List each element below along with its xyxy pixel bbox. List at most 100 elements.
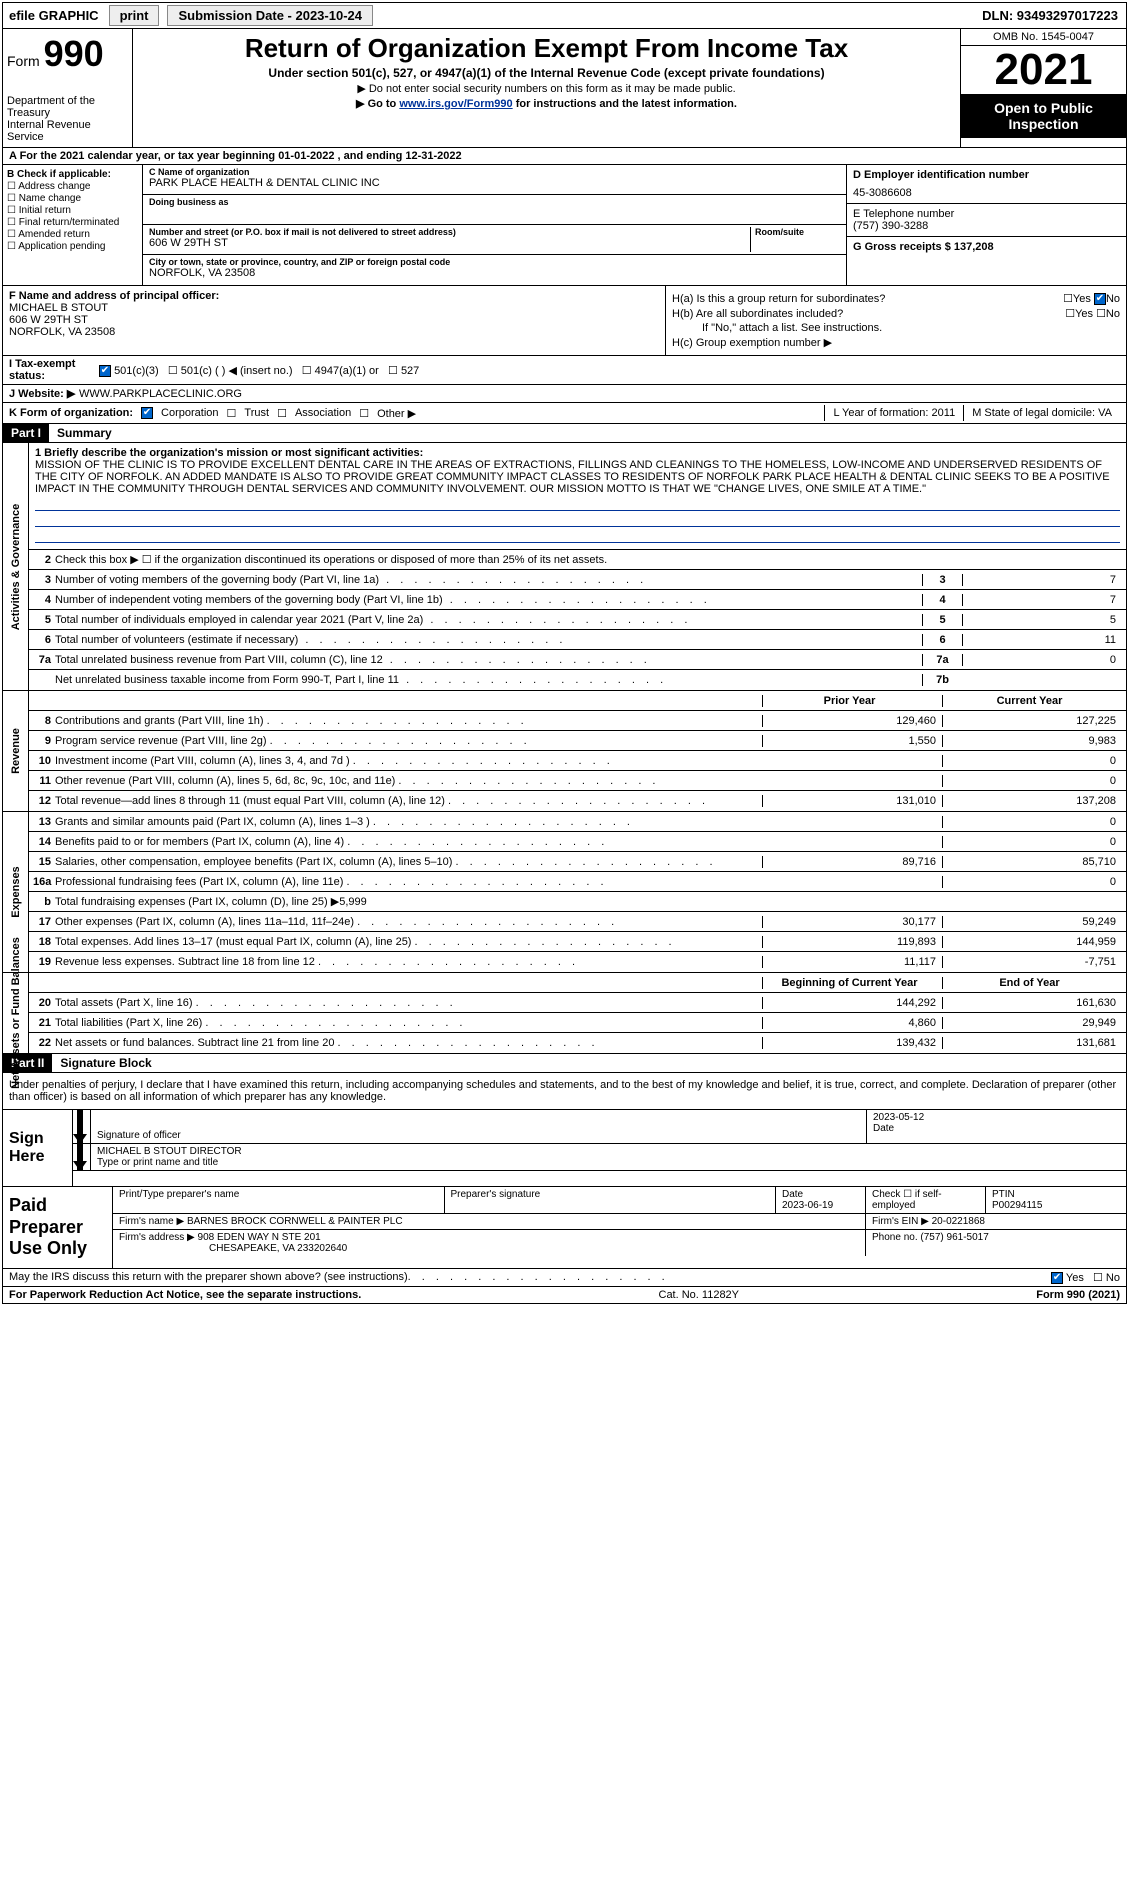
gov-line-7a: 7aTotal unrelated business revenue from … xyxy=(29,650,1126,670)
signature-block: Sign Here Signature of officer 2023-05-1… xyxy=(3,1110,1126,1186)
paid-preparer-block: Paid Preparer Use Only Print/Type prepar… xyxy=(3,1186,1126,1269)
chk-final-return[interactable]: ☐ Final return/terminated xyxy=(7,217,138,228)
form-990-page: efile GRAPHIC print Submission Date - 20… xyxy=(2,2,1127,1304)
gross-receipts: G Gross receipts $ 137,208 xyxy=(853,241,1120,253)
main-title: Return of Organization Exempt From Incom… xyxy=(141,33,952,64)
gov-line-7b: Net unrelated business taxable income fr… xyxy=(29,670,1126,690)
name-title-field: MICHAEL B STOUT DIRECTOR Type or print n… xyxy=(91,1144,1126,1170)
mission-text: MISSION OF THE CLINIC IS TO PROVIDE EXCE… xyxy=(35,459,1120,495)
chk-501c3 xyxy=(99,365,111,377)
paid-preparer-label: Paid Preparer Use Only xyxy=(3,1187,113,1268)
net-line-22: 22Net assets or fund balances. Subtract … xyxy=(29,1033,1126,1053)
mission-block: 1 Briefly describe the organization's mi… xyxy=(29,443,1126,550)
sign-here-label: Sign Here xyxy=(3,1110,73,1186)
dln-label: DLN: 93493297017223 xyxy=(982,8,1126,23)
ha-no-checked xyxy=(1094,293,1106,305)
line-a-tax-year: A For the 2021 calendar year, or tax yea… xyxy=(3,148,1126,165)
firm-ein: 20-0221868 xyxy=(932,1216,985,1227)
summary-expenses: Expenses 13Grants and similar amounts pa… xyxy=(3,812,1126,973)
section-f-officer: F Name and address of principal officer:… xyxy=(3,286,666,355)
cat-no: Cat. No. 11282Y xyxy=(361,1289,1036,1301)
firm-name: BARNES BROCK CORNWELL & PAINTER PLC xyxy=(187,1216,403,1227)
city-state-zip: NORFOLK, VA 23508 xyxy=(149,267,840,279)
dept-treasury: Department of the Treasury xyxy=(7,95,128,119)
phone-value: (757) 390-3288 xyxy=(853,220,1120,232)
website-value: WWW.PARKPLACECLINIC.ORG xyxy=(79,388,242,400)
form-number: 990 xyxy=(44,33,104,74)
exp-line-14: 14Benefits paid to or for members (Part … xyxy=(29,832,1126,852)
part1-title: Summary xyxy=(49,426,112,440)
exp-line-18: 18Total expenses. Add lines 13–17 (must … xyxy=(29,932,1126,952)
tax-year: 2021 xyxy=(961,46,1126,94)
irs-label: Internal Revenue Service xyxy=(7,119,128,143)
rev-line-10: 10Investment income (Part VIII, column (… xyxy=(29,751,1126,771)
ha-yesno: ☐Yes No xyxy=(1063,292,1120,305)
section-k-form-org: K Form of organization: Corporation ☐ Tr… xyxy=(3,403,1126,424)
discuss-yesno: Yes ☐ No xyxy=(1051,1271,1120,1284)
summary-revenue: Revenue Prior Year Current Year 8Contrib… xyxy=(3,691,1126,812)
net-line-21: 21Total liabilities (Part X, line 26) 4,… xyxy=(29,1013,1126,1033)
officer-name: MICHAEL B STOUT xyxy=(9,302,659,314)
form-prefix: Form xyxy=(7,53,40,69)
summary-net-assets: Net Assets or Fund Balances Beginning of… xyxy=(3,973,1126,1054)
print-button[interactable]: print xyxy=(109,5,160,26)
underline-3 xyxy=(35,529,1120,543)
ssn-warning: ▶ Do not enter social security numbers o… xyxy=(141,82,952,95)
year-box: OMB No. 1545-0047 2021 Open to Public In… xyxy=(961,29,1126,147)
column-b-checkboxes: B Check if applicable: ☐ Address change … xyxy=(3,165,143,285)
org-name: PARK PLACE HEALTH & DENTAL CLINIC INC xyxy=(149,177,840,189)
exp-line-16a: 16aProfessional fundraising fees (Part I… xyxy=(29,872,1126,892)
arrow-icon xyxy=(73,1110,91,1143)
underline-2 xyxy=(35,513,1120,527)
revenue-header-row: Prior Year Current Year xyxy=(29,691,1126,711)
irs-link[interactable]: www.irs.gov/Form990 xyxy=(399,98,512,110)
vlabel-net: Net Assets or Fund Balances xyxy=(3,973,29,1053)
chk-name-change[interactable]: ☐ Name change xyxy=(7,193,138,204)
chk-application-pending[interactable]: ☐ Application pending xyxy=(7,241,138,252)
gov-line-6: 6Total number of volunteers (estimate if… xyxy=(29,630,1126,650)
net-line-20: 20Total assets (Part X, line 16) 144,292… xyxy=(29,993,1126,1013)
year-formation: L Year of formation: 2011 xyxy=(824,405,963,421)
chk-corporation xyxy=(141,407,153,419)
signature-date: 2023-05-12 Date xyxy=(866,1110,1126,1143)
submission-date-button[interactable]: Submission Date - 2023-10-24 xyxy=(167,5,373,26)
officer-signature-field[interactable]: Signature of officer xyxy=(91,1110,866,1143)
part2-header-row: Part II Signature Block xyxy=(3,1054,1126,1073)
vlabel-revenue: Revenue xyxy=(3,691,29,811)
efile-label: efile GRAPHIC xyxy=(3,8,105,23)
gov-line-3: 3Number of voting members of the governi… xyxy=(29,570,1126,590)
discuss-row: May the IRS discuss this return with the… xyxy=(3,1269,1126,1286)
gov-line-5: 5Total number of individuals employed in… xyxy=(29,610,1126,630)
part2-title: Signature Block xyxy=(52,1056,151,1070)
form-header: Form 990 Department of the Treasury Inte… xyxy=(3,29,1126,148)
chk-initial-return[interactable]: ☐ Initial return xyxy=(7,205,138,216)
footer-line: For Paperwork Reduction Act Notice, see … xyxy=(3,1286,1126,1303)
hb-yesno: ☐Yes ☐No xyxy=(1065,307,1120,320)
chk-amended-return[interactable]: ☐ Amended return xyxy=(7,229,138,240)
rev-line-9: 9Program service revenue (Part VIII, lin… xyxy=(29,731,1126,751)
title-box: Return of Organization Exempt From Incom… xyxy=(133,29,961,147)
net-header-row: Beginning of Current Year End of Year xyxy=(29,973,1126,993)
perjury-declaration: Under penalties of perjury, I declare th… xyxy=(3,1073,1126,1110)
line-2: 2Check this box ▶ ☐ if the organization … xyxy=(29,550,1126,570)
exp-line-15: 15Salaries, other compensation, employee… xyxy=(29,852,1126,872)
omb-number: OMB No. 1545-0047 xyxy=(961,29,1126,46)
underline-1 xyxy=(35,497,1120,511)
preparer-phone: (757) 961-5017 xyxy=(920,1232,988,1243)
exp-line-17: 17Other expenses (Part IX, column (A), l… xyxy=(29,912,1126,932)
exp-line-b: bTotal fundraising expenses (Part IX, co… xyxy=(29,892,1126,912)
ptin-value: P00294115 xyxy=(992,1200,1120,1211)
form-ref: Form 990 (2021) xyxy=(1036,1289,1120,1301)
column-d-ein: D Employer identification number 45-3086… xyxy=(846,165,1126,285)
state-domicile: M State of legal domicile: VA xyxy=(963,405,1120,421)
chk-address-change[interactable]: ☐ Address change xyxy=(7,181,138,192)
open-public-badge: Open to Public Inspection xyxy=(961,94,1126,138)
section-j-website: J Website: ▶ WWW.PARKPLACECLINIC.ORG xyxy=(3,385,1126,403)
column-c-org-info: C Name of organization PARK PLACE HEALTH… xyxy=(143,165,846,285)
form-number-box: Form 990 Department of the Treasury Inte… xyxy=(3,29,133,147)
exp-line-19: 19Revenue less expenses. Subtract line 1… xyxy=(29,952,1126,972)
part1-header-row: Part I Summary xyxy=(3,424,1126,443)
identification-block: B Check if applicable: ☐ Address change … xyxy=(3,165,1126,286)
officer-and-h-section: F Name and address of principal officer:… xyxy=(3,286,1126,356)
exp-line-13: 13Grants and similar amounts paid (Part … xyxy=(29,812,1126,832)
